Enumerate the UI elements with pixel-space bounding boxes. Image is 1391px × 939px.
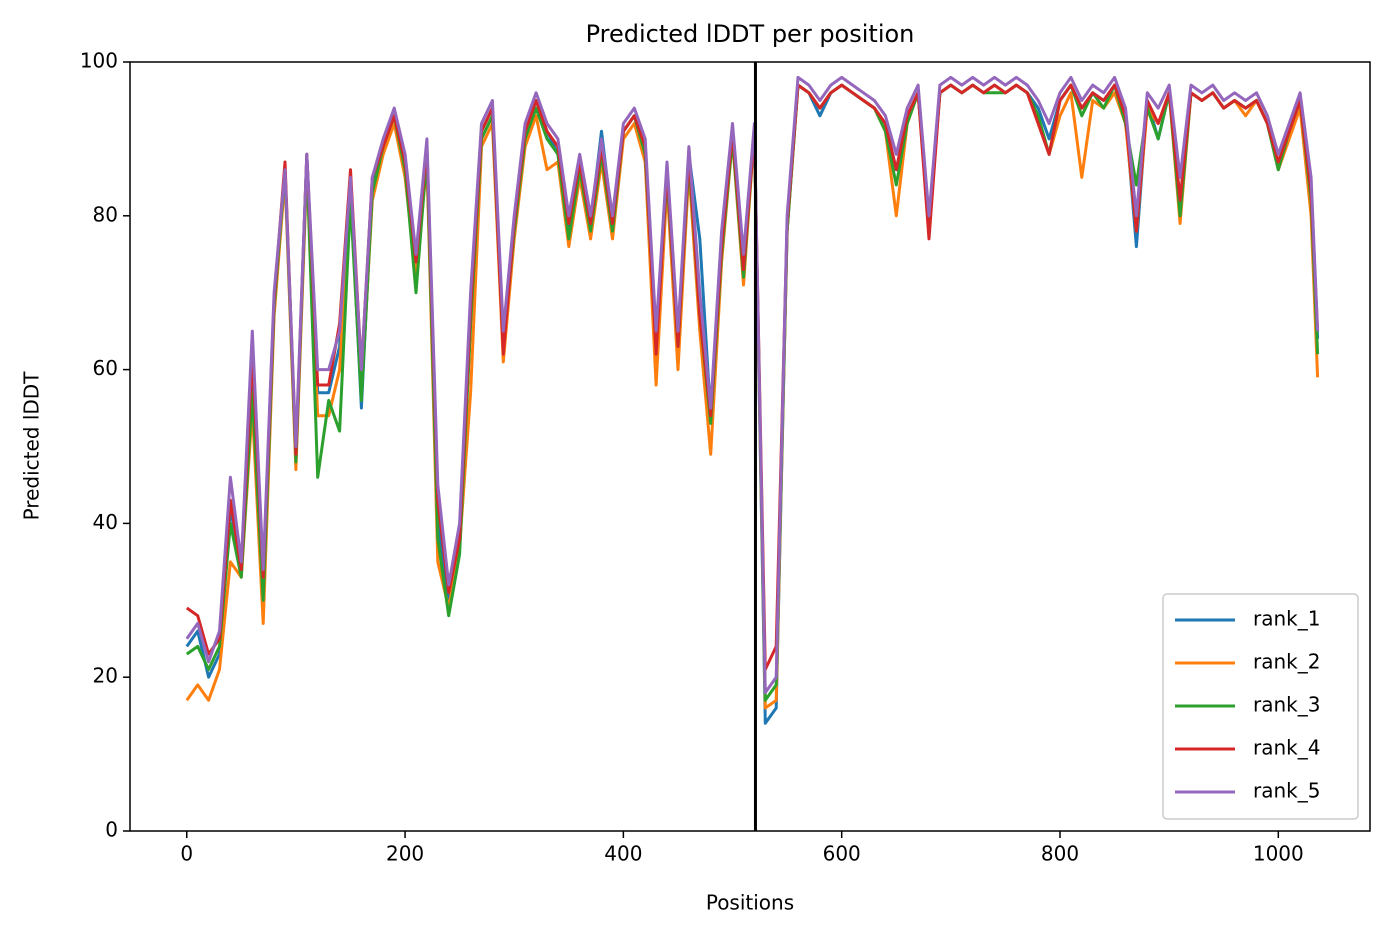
plot-frame bbox=[129, 61, 1371, 832]
x-tick-label: 200 bbox=[386, 842, 424, 866]
y-tick-label: 40 bbox=[93, 510, 118, 534]
x-tick-label: 0 bbox=[180, 842, 193, 866]
legend-label: rank_2 bbox=[1253, 650, 1320, 674]
y-tick-label: 80 bbox=[93, 202, 118, 226]
x-tick-label: 1000 bbox=[1253, 842, 1304, 866]
y-tick-label: 20 bbox=[93, 664, 118, 688]
legend-label: rank_4 bbox=[1253, 736, 1320, 760]
x-tick-label: 400 bbox=[604, 842, 642, 866]
chart-title: Predicted lDDT per position bbox=[586, 20, 915, 48]
legend-box bbox=[1162, 593, 1359, 820]
series-line bbox=[185, 83, 1320, 671]
y-tick-label: 60 bbox=[93, 356, 118, 380]
y-axis-label: Predicted lDDT bbox=[20, 371, 44, 521]
y-tick-label: 100 bbox=[80, 49, 118, 73]
x-axis-label: Positions bbox=[706, 891, 794, 915]
x-tick-label: 800 bbox=[1041, 842, 1079, 866]
legend-label: rank_1 bbox=[1253, 607, 1320, 631]
y-tick-label: 0 bbox=[105, 818, 118, 842]
legend-label: rank_5 bbox=[1253, 779, 1320, 803]
legend-label: rank_3 bbox=[1253, 693, 1320, 717]
x-tick-label: 600 bbox=[823, 842, 861, 866]
